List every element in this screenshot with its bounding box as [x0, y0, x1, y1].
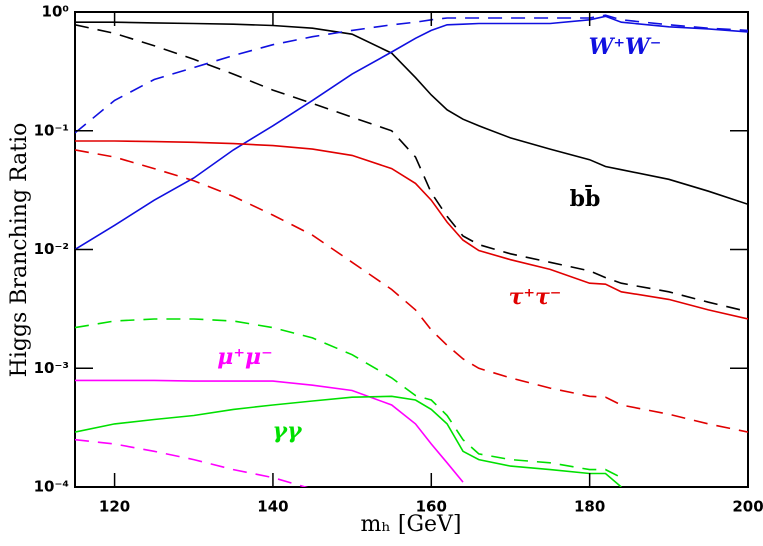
y-tick-label: 10⁻¹	[34, 121, 69, 139]
series-line	[75, 14, 748, 134]
series-label: μ⁺μ⁻	[217, 344, 272, 370]
series-label: bb̄	[570, 184, 601, 212]
series-line	[75, 318, 622, 479]
series-label: γγ	[272, 418, 303, 444]
series-line	[75, 149, 748, 433]
x-tick-label: 160	[416, 498, 447, 516]
plot-frame	[74, 11, 749, 488]
series-line	[75, 438, 309, 487]
series-line	[75, 24, 748, 313]
x-tick-label: 120	[99, 498, 130, 516]
series-line	[75, 21, 748, 206]
y-axis-label: Higgs Branching Ratio	[7, 123, 32, 378]
series-line	[75, 395, 622, 487]
series-line	[75, 15, 748, 251]
x-tick-label: 140	[257, 498, 288, 516]
y-tick-label: 10⁻³	[34, 359, 69, 377]
y-tick-label: 10⁻²	[34, 240, 69, 258]
series-label: τ⁺τ⁻	[509, 284, 562, 310]
x-tick-label: 180	[574, 498, 605, 516]
series-line	[75, 140, 748, 320]
x-tick-label: 200	[732, 498, 763, 516]
y-tick-label: 10⁰	[42, 3, 69, 21]
series-label: W⁺W⁻	[589, 34, 662, 60]
y-tick-label: 10⁻⁴	[34, 478, 69, 496]
x-axis-label: mₕ [GeV]	[360, 512, 461, 537]
plot-area	[75, 14, 748, 487]
series-line	[75, 379, 464, 483]
